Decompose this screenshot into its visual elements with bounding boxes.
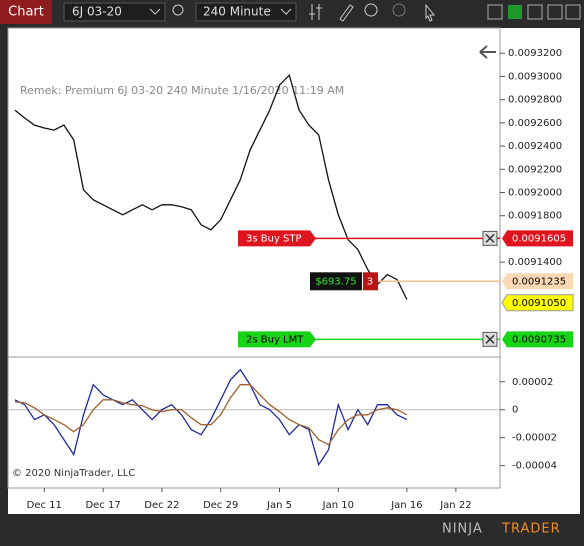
x-tick-label: Jan 5 <box>266 500 292 511</box>
plot: 0.0093200 0.0093000 0.0092800 0.0092600 0.00… <box>8 48 574 511</box>
y-tick-label: 0 <box>512 405 518 416</box>
copyright: © 2020 NinjaTrader, LLC <box>12 468 135 479</box>
cancel-x <box>485 334 495 344</box>
order-name: 3s Buy STP <box>246 233 302 244</box>
y-tick-label: 0.0093000 <box>508 71 562 82</box>
position-tag <box>502 273 573 290</box>
x-tick-label: Dec 11 <box>27 500 62 511</box>
price-line <box>14 73 408 300</box>
zoom-out[interactable] <box>392 3 406 17</box>
win-btn[interactable] <box>487 4 503 20</box>
y-tick-label: 0.0092000 <box>508 188 562 199</box>
y-tick-label: 0.0092800 <box>508 95 562 106</box>
min-btn[interactable] <box>527 4 543 20</box>
x-tick-label: Jan 22 <box>439 500 471 511</box>
plot-frame <box>7 27 501 489</box>
order-tag <box>238 331 316 348</box>
brand-second: TRADER <box>501 522 561 537</box>
y-tick-label: 0.0092600 <box>508 118 562 129</box>
y-tick-label: 0.0092200 <box>508 164 562 175</box>
bars-icon[interactable] <box>309 4 322 20</box>
x-tick-label: Jan 16 <box>390 500 422 511</box>
y-tick-label: -0.00004 <box>512 461 557 472</box>
y-tick-label: 0.0092400 <box>508 141 562 152</box>
tab[interactable] <box>0 0 52 24</box>
instrument: 6J 03-20 <box>72 5 122 19</box>
position-price: 0.0091235 <box>512 276 566 287</box>
pnl: $693.75 <box>315 276 356 287</box>
last-price: 0.0091050 <box>512 298 566 309</box>
max-btn[interactable] <box>547 4 563 20</box>
qty: 3 <box>367 276 373 287</box>
search-icon[interactable] <box>172 4 184 16</box>
dropdown-arrow <box>280 8 292 15</box>
y-tick-label: 0.00002 <box>512 377 553 388</box>
x-tick-label: Dec 22 <box>144 500 179 511</box>
dropdown-arrow <box>149 8 161 15</box>
x-tick-label: Dec 29 <box>203 500 238 511</box>
price-tag-label: 0.0091605 <box>512 233 566 244</box>
order-name: 2s Buy LMT <box>246 334 304 345</box>
tab-label: Chart <box>8 5 44 20</box>
y-tick-label: -0.00002 <box>512 433 557 444</box>
x-tick-label: Dec 17 <box>85 500 120 511</box>
order-tag <box>238 230 316 247</box>
link-btn[interactable] <box>508 5 522 19</box>
pointer[interactable] <box>425 3 436 22</box>
info-text: Remek: Premium 6J 03-20 240 Minute 1/16/… <box>20 84 344 97</box>
price-line <box>14 368 408 467</box>
interval: 240 Minute <box>203 5 271 19</box>
y-tick-label: 0.0093200 <box>508 48 562 59</box>
y-tick-label: 0.0091800 <box>508 211 562 222</box>
qty-box <box>363 272 378 291</box>
price-tag <box>502 230 573 247</box>
back-arrow[interactable] <box>479 45 496 59</box>
close-btn[interactable] <box>565 4 581 20</box>
interval-select[interactable] <box>195 2 297 22</box>
last-price-tag <box>501 294 574 312</box>
price-tag-label: 0.0090735 <box>512 334 566 345</box>
cancel-x <box>485 233 495 243</box>
instrument-select[interactable] <box>63 2 166 22</box>
zoom-in[interactable] <box>364 3 378 17</box>
brand-first: NINJA <box>442 522 483 537</box>
price-tag <box>502 331 573 348</box>
draw-icon[interactable] <box>339 4 354 22</box>
pnl-box <box>310 272 362 291</box>
price-line <box>14 384 408 446</box>
y-tick-label: 0.0091400 <box>508 257 562 268</box>
x-tick-label: Jan 10 <box>322 500 354 511</box>
